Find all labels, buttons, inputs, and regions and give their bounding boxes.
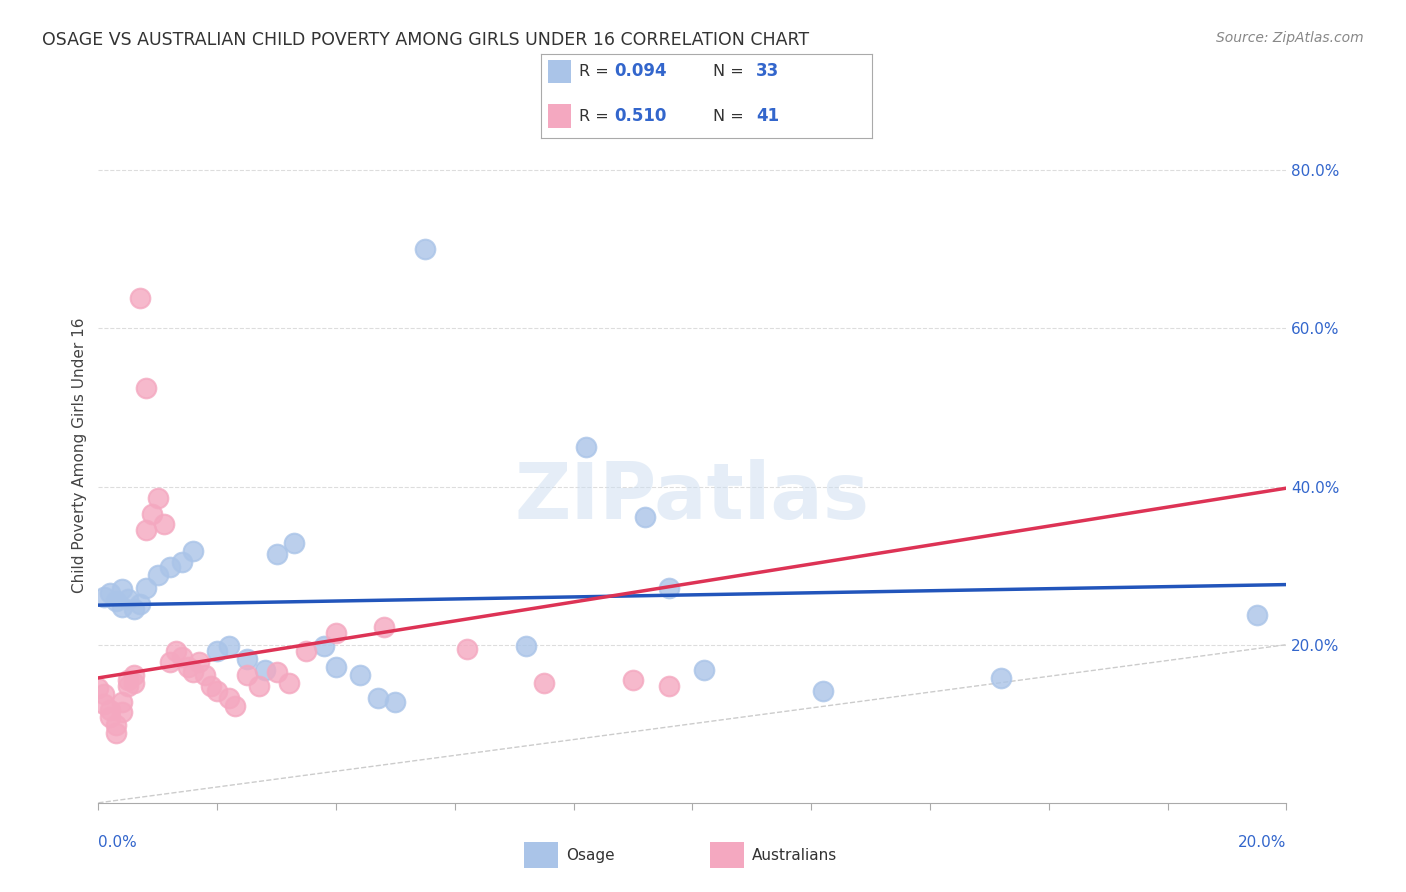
Point	[98, 710, 121, 724]
Point	[658, 581, 681, 595]
Text: 41: 41	[756, 107, 779, 125]
Point	[135, 581, 157, 595]
Point	[111, 582, 134, 597]
Point	[325, 660, 347, 674]
Point	[295, 644, 318, 658]
Bar	[524, 842, 558, 869]
Point	[207, 644, 229, 658]
Point	[159, 560, 181, 574]
Text: N =: N =	[713, 64, 744, 78]
Point	[105, 594, 128, 608]
Point	[236, 652, 259, 666]
Point	[98, 702, 121, 716]
Point	[135, 523, 157, 537]
Point	[277, 675, 299, 690]
Text: Australians: Australians	[752, 848, 837, 863]
Point	[93, 591, 115, 605]
Point	[117, 591, 139, 606]
Point	[159, 655, 181, 669]
Point	[224, 699, 246, 714]
Point	[266, 665, 288, 680]
Point	[349, 667, 371, 681]
Text: 0.0%: 0.0%	[98, 836, 138, 850]
Point	[129, 597, 152, 611]
Text: ZIPatlas: ZIPatlas	[515, 458, 870, 534]
Point	[105, 726, 128, 740]
Point	[183, 665, 205, 680]
Point	[1246, 607, 1268, 622]
Point	[188, 655, 211, 669]
Point	[634, 509, 657, 524]
Point	[87, 681, 110, 695]
Point	[170, 555, 193, 569]
Point	[247, 679, 270, 693]
Bar	[548, 60, 571, 83]
Point	[325, 625, 347, 640]
Text: R =: R =	[579, 109, 609, 124]
Text: 33: 33	[756, 62, 779, 80]
Text: Source: ZipAtlas.com: Source: ZipAtlas.com	[1216, 31, 1364, 45]
Point	[367, 691, 389, 706]
Point	[141, 507, 163, 521]
Bar	[710, 842, 744, 869]
Point	[413, 243, 436, 257]
Point	[194, 667, 217, 681]
Point	[218, 691, 240, 706]
Y-axis label: Child Poverty Among Girls Under 16: Child Poverty Among Girls Under 16	[72, 318, 87, 592]
Point	[111, 695, 134, 709]
Point	[135, 381, 157, 395]
Point	[117, 679, 139, 693]
Point	[93, 687, 115, 701]
Point	[456, 641, 478, 656]
Point	[236, 667, 259, 681]
Point	[152, 517, 174, 532]
Point	[170, 649, 193, 664]
Text: 20.0%: 20.0%	[1239, 836, 1286, 850]
Point	[621, 673, 644, 688]
Point	[658, 679, 681, 693]
Point	[384, 695, 406, 709]
Point	[98, 586, 121, 600]
Point	[105, 718, 128, 732]
Point	[218, 639, 240, 653]
Point	[122, 675, 145, 690]
Point	[93, 697, 115, 711]
Text: 0.510: 0.510	[614, 107, 666, 125]
Point	[283, 536, 305, 550]
Point	[373, 620, 395, 634]
Text: Osage: Osage	[565, 848, 614, 863]
Point	[129, 291, 152, 305]
Point	[146, 491, 169, 506]
Point	[200, 679, 222, 693]
Point	[146, 568, 169, 582]
Point	[693, 663, 716, 677]
Point	[111, 599, 134, 614]
Point	[122, 667, 145, 681]
Point	[165, 644, 187, 658]
Point	[314, 639, 336, 653]
Point	[122, 602, 145, 616]
Point	[533, 675, 555, 690]
Point	[574, 440, 596, 454]
Bar	[548, 104, 571, 128]
Point	[990, 671, 1012, 685]
Point	[253, 663, 276, 677]
Text: 0.094: 0.094	[614, 62, 666, 80]
Point	[111, 705, 134, 719]
Point	[117, 673, 139, 688]
Point	[811, 683, 834, 698]
Point	[266, 547, 288, 561]
Point	[207, 683, 229, 698]
Point	[515, 639, 537, 653]
Text: R =: R =	[579, 64, 609, 78]
Point	[176, 660, 198, 674]
Text: OSAGE VS AUSTRALIAN CHILD POVERTY AMONG GIRLS UNDER 16 CORRELATION CHART: OSAGE VS AUSTRALIAN CHILD POVERTY AMONG …	[42, 31, 810, 49]
Text: N =: N =	[713, 109, 744, 124]
Point	[183, 544, 205, 558]
